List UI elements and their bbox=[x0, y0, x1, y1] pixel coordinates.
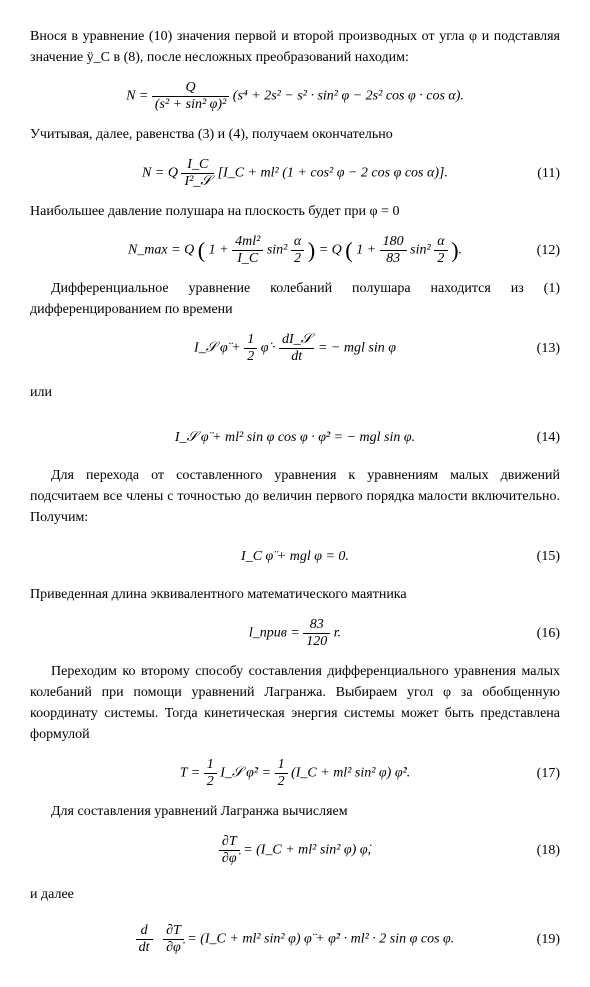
equation-number: (14) bbox=[537, 427, 560, 448]
equation-number: (11) bbox=[537, 163, 560, 184]
equation-number: (13) bbox=[537, 338, 560, 359]
frac-num: Q bbox=[152, 81, 229, 97]
eq-text: I_𝒮 φ̈ + bbox=[194, 340, 244, 355]
fraction: 1 2 bbox=[204, 758, 217, 789]
equation-number: (18) bbox=[537, 840, 560, 861]
equation-12: N_max = Q ( 1 + 4ml² I_C sin² α 2 ) = Q … bbox=[30, 232, 560, 268]
frac-den: dt bbox=[136, 940, 153, 955]
eq-text: = Q bbox=[319, 242, 346, 257]
fraction: 180 83 bbox=[380, 235, 407, 266]
equation-15: I_C φ̈ + mgl φ = 0. (15) bbox=[30, 538, 560, 574]
fraction: Q (s² + sin² φ)² bbox=[152, 81, 229, 112]
paragraph-8: Переходим ко второму способу составления… bbox=[30, 661, 560, 745]
paragraph-2: Учитывая, далее, равенства (3) и (4), по… bbox=[30, 124, 560, 145]
frac-den: 2 bbox=[244, 349, 257, 364]
paragraph-3: Наибольшее давление полушара на плоскост… bbox=[30, 201, 560, 222]
frac-num: ∂T bbox=[219, 835, 240, 851]
eq-lhs: N = bbox=[126, 88, 148, 103]
frac-den: I²_𝒮 bbox=[181, 174, 214, 189]
frac-den: ∂φ̇ bbox=[219, 851, 240, 866]
eq-text: r. bbox=[334, 625, 341, 640]
paragraph-9: Для составления уравнений Лагранжа вычис… bbox=[30, 801, 560, 822]
eq-text: I_C φ̈ + mgl φ = 0. bbox=[30, 546, 560, 567]
eq-text: sin² bbox=[267, 242, 291, 257]
frac-num: 1 bbox=[204, 758, 217, 774]
paragraph-5: или bbox=[30, 382, 52, 403]
equation-13: I_𝒮 φ̈ + 1 2 φ̇ · dI_𝒮 dt = − mgl sin φ … bbox=[30, 330, 560, 366]
frac-den: 120 bbox=[303, 634, 330, 649]
eq-rest: (s⁴ + 2s² − s² · sin² φ − 2s² cos φ · co… bbox=[233, 88, 464, 103]
frac-num: I_C bbox=[181, 158, 214, 174]
eq-text: T = bbox=[180, 765, 204, 780]
eq-text: (I_C + ml² sin² φ) φ̇². bbox=[291, 765, 410, 780]
fraction: 83 120 bbox=[303, 618, 330, 649]
paragraph-4: Дифференциальное уравнение колебаний пол… bbox=[30, 278, 560, 320]
frac-den: (s² + sin² φ)² bbox=[152, 97, 229, 112]
eq-text: I_𝒮 φ̈ + ml² sin φ cos φ · φ̇² = − mgl s… bbox=[30, 427, 560, 448]
eq-text: 1 + bbox=[209, 242, 232, 257]
frac-den: 2 bbox=[291, 251, 304, 266]
equation-16: l_прив = 83 120 r. (16) bbox=[30, 615, 560, 651]
eq-text: N_max = Q bbox=[128, 242, 198, 257]
equation-a: N = Q (s² + sin² φ)² (s⁴ + 2s² − s² · si… bbox=[30, 78, 560, 114]
equation-number: (15) bbox=[537, 546, 560, 567]
equation-number: (19) bbox=[537, 929, 560, 950]
frac-num: 4ml² bbox=[232, 235, 263, 251]
eq-text: 1 + bbox=[356, 242, 379, 257]
eq-text: I_𝒮 φ̇² = bbox=[220, 765, 274, 780]
frac-num: 83 bbox=[303, 618, 330, 634]
fraction: α 2 bbox=[434, 235, 447, 266]
fraction: α 2 bbox=[291, 235, 304, 266]
equation-number: (12) bbox=[537, 240, 560, 261]
eq-text: φ̇ · bbox=[261, 340, 279, 355]
eq-text: l_прив = bbox=[249, 625, 303, 640]
eq-text: [I_C + ml² (1 + cos² φ − 2 cos φ cos α)]… bbox=[218, 165, 448, 180]
frac-num: α bbox=[434, 235, 447, 251]
frac-den: 2 bbox=[275, 774, 288, 789]
frac-num: ∂T bbox=[163, 924, 184, 940]
equation-number: (16) bbox=[537, 623, 560, 644]
frac-den: I_C bbox=[232, 251, 263, 266]
eq-text: = (I_C + ml² sin² φ) φ̈ + φ̇² · ml² · 2 … bbox=[187, 931, 454, 946]
paragraph-6: Для перехода от составленного уравнения … bbox=[30, 465, 560, 528]
frac-den: 2 bbox=[434, 251, 447, 266]
frac-num: α bbox=[291, 235, 304, 251]
frac-num: d bbox=[136, 924, 153, 940]
eq-text: sin² bbox=[410, 242, 434, 257]
equation-19: d dt ∂T ∂φ̇ = (I_C + ml² sin² φ) φ̈ + φ̇… bbox=[30, 921, 560, 957]
equation-17: T = 1 2 I_𝒮 φ̇² = 1 2 (I_C + ml² sin² φ)… bbox=[30, 755, 560, 791]
frac-num: 1 bbox=[275, 758, 288, 774]
frac-den: 83 bbox=[380, 251, 407, 266]
equation-11: N = Q I_C I²_𝒮 [I_C + ml² (1 + cos² φ − … bbox=[30, 155, 560, 191]
fraction: d dt bbox=[136, 924, 153, 955]
fraction: dI_𝒮 dt bbox=[279, 333, 315, 364]
paragraph-7: Приведенная длина эквивалентного математ… bbox=[30, 584, 560, 605]
fraction: 1 2 bbox=[244, 333, 257, 364]
paragraph-10: и далее bbox=[30, 884, 74, 905]
frac-den: ∂φ̇ bbox=[163, 940, 184, 955]
fraction: 4ml² I_C bbox=[232, 235, 263, 266]
fraction: ∂T ∂φ̇ bbox=[163, 924, 184, 955]
frac-den: dt bbox=[279, 349, 315, 364]
eq-text: = (I_C + ml² sin² φ) φ̇, bbox=[243, 842, 371, 857]
frac-num: 1 bbox=[244, 333, 257, 349]
frac-num: dI_𝒮 bbox=[279, 333, 315, 349]
frac-den: 2 bbox=[204, 774, 217, 789]
frac-num: 180 bbox=[380, 235, 407, 251]
equation-number: (17) bbox=[537, 763, 560, 784]
equation-18: ∂T ∂φ̇ = (I_C + ml² sin² φ) φ̇, (18) bbox=[30, 832, 560, 868]
equation-14: I_𝒮 φ̈ + ml² sin φ cos φ · φ̇² = − mgl s… bbox=[30, 419, 560, 455]
fraction: 1 2 bbox=[275, 758, 288, 789]
fraction: ∂T ∂φ̇ bbox=[219, 835, 240, 866]
paragraph-1: Внося в уравнение (10) значения первой и… bbox=[30, 26, 560, 68]
fraction: I_C I²_𝒮 bbox=[181, 158, 214, 189]
eq-text: = − mgl sin φ bbox=[318, 340, 396, 355]
eq-text: N = Q bbox=[142, 165, 181, 180]
